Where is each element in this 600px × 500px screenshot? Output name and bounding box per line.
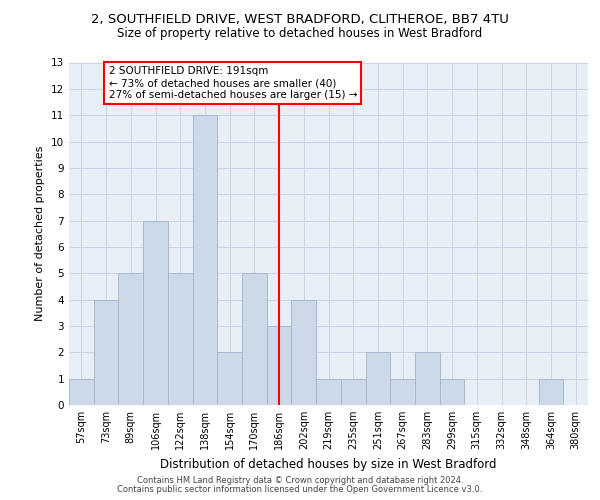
Bar xyxy=(143,220,168,405)
Bar xyxy=(440,378,464,405)
Bar xyxy=(390,378,415,405)
Bar xyxy=(316,378,341,405)
Bar xyxy=(365,352,390,405)
Bar xyxy=(94,300,118,405)
Bar xyxy=(292,300,316,405)
Bar xyxy=(168,274,193,405)
Bar xyxy=(415,352,440,405)
Bar xyxy=(69,378,94,405)
Y-axis label: Number of detached properties: Number of detached properties xyxy=(35,146,46,322)
Bar xyxy=(341,378,365,405)
Bar xyxy=(242,274,267,405)
Bar xyxy=(267,326,292,405)
Text: 2, SOUTHFIELD DRIVE, WEST BRADFORD, CLITHEROE, BB7 4TU: 2, SOUTHFIELD DRIVE, WEST BRADFORD, CLIT… xyxy=(91,12,509,26)
X-axis label: Distribution of detached houses by size in West Bradford: Distribution of detached houses by size … xyxy=(160,458,497,470)
Bar xyxy=(217,352,242,405)
Text: Contains HM Land Registry data © Crown copyright and database right 2024.: Contains HM Land Registry data © Crown c… xyxy=(137,476,463,485)
Text: 2 SOUTHFIELD DRIVE: 191sqm
← 73% of detached houses are smaller (40)
27% of semi: 2 SOUTHFIELD DRIVE: 191sqm ← 73% of deta… xyxy=(109,66,357,100)
Text: Size of property relative to detached houses in West Bradford: Size of property relative to detached ho… xyxy=(118,28,482,40)
Text: Contains public sector information licensed under the Open Government Licence v3: Contains public sector information licen… xyxy=(118,485,482,494)
Bar xyxy=(118,274,143,405)
Bar xyxy=(193,115,217,405)
Bar xyxy=(539,378,563,405)
